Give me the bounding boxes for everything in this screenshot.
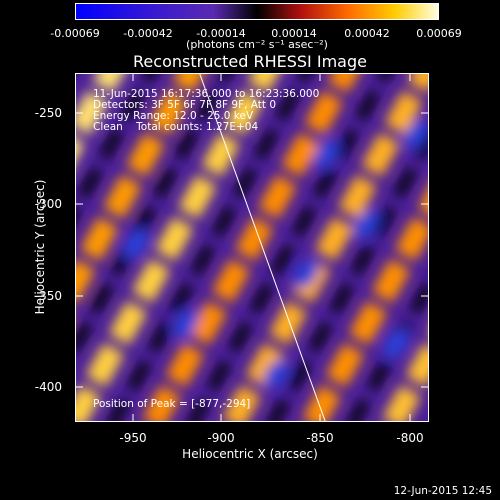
y-tick-label: -400 [34, 380, 62, 394]
info-detectors: Detectors: 3F 5F 6F 7F 8F 9F, Att 0 [93, 99, 277, 111]
y-tick-label: -300 [34, 197, 62, 211]
colorbar-tick: 0.00069 [416, 27, 462, 40]
image-band [300, 189, 428, 421]
colorbar-tick: -0.00014 [196, 27, 246, 40]
info-energy-range: Energy Range: 12.0 - 25.0 keV [93, 110, 254, 122]
image-plot-area[interactable]: 11-Jun-2015 16:17:36.000 to 16:23:36.000… [75, 73, 429, 422]
plot-timestamp: 12-Jun-2015 12:45 [393, 485, 492, 497]
y-tick-label: -350 [34, 289, 62, 303]
image-spot [173, 309, 199, 339]
info-time-range: 11-Jun-2015 16:17:36.000 to 16:23:36.000 [93, 88, 320, 100]
image-spot [383, 329, 409, 359]
image-spot [403, 119, 428, 149]
image-band [76, 74, 124, 161]
colorbar-tick: 0.00042 [344, 27, 390, 40]
y-axis-label: Heliocentric Y (arcsec) [33, 179, 47, 315]
image-spot [263, 359, 289, 389]
image-band [108, 74, 311, 421]
image-spot [123, 229, 149, 259]
x-tick-label: -850 [306, 431, 334, 445]
x-axis-label: Heliocentric X (arcsec) [182, 447, 318, 461]
image-spot [293, 259, 319, 289]
x-tick-label: -800 [396, 431, 424, 445]
colorbar-tick: 0.00014 [271, 27, 317, 40]
x-tick-label: -900 [207, 431, 235, 445]
colorbar [75, 3, 439, 20]
rhessi-image [76, 74, 428, 421]
info-counts: Clean Total counts: 1.27E+04 [93, 121, 259, 133]
image-spot [353, 209, 379, 239]
image-band [348, 276, 428, 421]
image-band [140, 74, 359, 421]
image-band [76, 74, 279, 421]
colorbar-tick: -0.00069 [50, 27, 100, 40]
colorbar-tick: -0.00042 [123, 27, 173, 40]
plot-title: Reconstructed RHESSI Image [133, 52, 367, 71]
image-band [76, 74, 204, 307]
image-band [188, 74, 391, 421]
peak-position-label: Position of Peak = [-877,-294] [93, 398, 251, 410]
x-tick-label: -950 [119, 431, 147, 445]
image-band [268, 130, 428, 421]
colorbar-units: (photons cm⁻² s⁻¹ asec⁻²) [186, 38, 328, 51]
image-spot [313, 139, 339, 169]
image-band [220, 74, 428, 421]
y-tick-label: -250 [34, 106, 62, 120]
